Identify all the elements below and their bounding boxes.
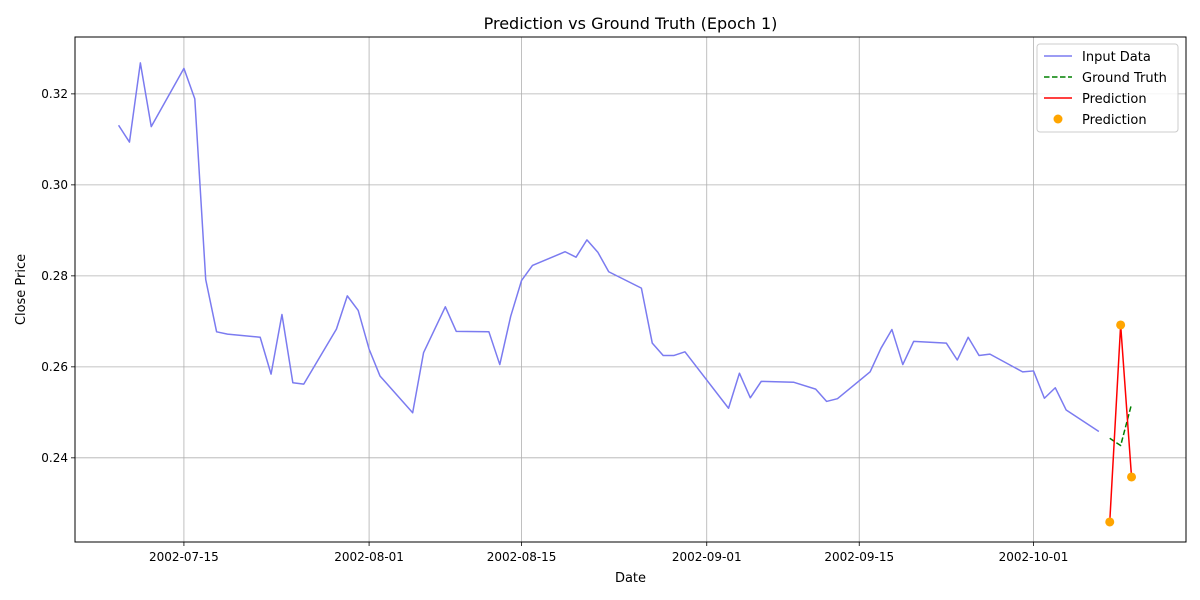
x-tick-label: 2002-09-01 — [672, 550, 742, 564]
prediction-point — [1127, 472, 1137, 482]
x-tick-label: 2002-09-15 — [824, 550, 894, 564]
grid — [75, 37, 1186, 542]
x-tick-label: 2002-07-15 — [149, 550, 219, 564]
legend-ground-truth-label: Ground Truth — [1082, 71, 1167, 86]
plot-frame — [74, 36, 1187, 543]
legend-prediction-line-label: Prediction — [1082, 92, 1147, 107]
y-tick-label: 0.30 — [41, 178, 68, 192]
plot-series — [117, 62, 1137, 527]
x-tick-label: 2002-10-01 — [999, 550, 1069, 564]
axis-ticks: 2002-07-15 2002-08-01 2002-08-15 2002-09-01… — [41, 87, 1068, 564]
legend-prediction-marker — [1053, 114, 1063, 124]
legend-input-data-label: Input Data — [1082, 50, 1151, 65]
y-tick-label: 0.26 — [41, 360, 68, 374]
chart-title: Prediction vs Ground Truth (Epoch 1) — [484, 14, 778, 33]
input-data-line — [117, 62, 1100, 433]
x-axis-label: Date — [615, 571, 646, 586]
legend: Input Data Ground Truth Prediction Predi… — [1036, 43, 1179, 133]
prediction-point — [1105, 517, 1115, 527]
prediction-line — [1109, 324, 1133, 523]
y-tick-label: 0.28 — [41, 269, 68, 283]
y-tick-label: 0.32 — [41, 87, 68, 101]
x-tick-label: 2002-08-15 — [487, 550, 557, 564]
y-tick-label: 0.24 — [41, 451, 68, 465]
prediction-point — [1116, 320, 1126, 330]
legend-prediction-scatter-label: Prediction — [1082, 113, 1147, 128]
y-axis-label: Close Price — [14, 254, 29, 325]
legend-box — [1036, 43, 1179, 133]
x-tick-label: 2002-08-01 — [334, 550, 404, 564]
